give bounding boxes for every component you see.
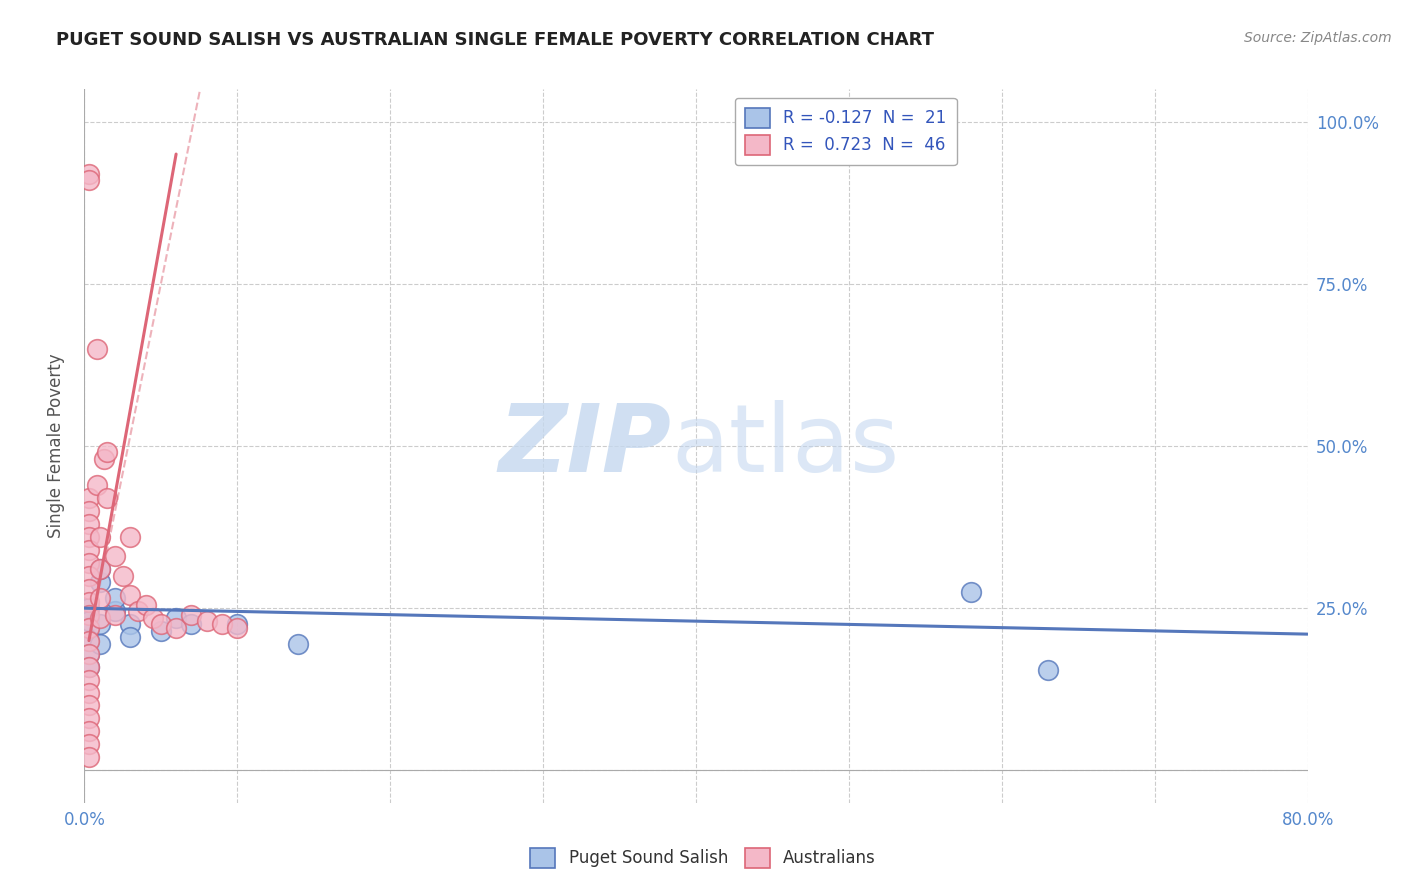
- Point: [89, 562, 111, 576]
- Point: [104, 607, 127, 622]
- Point: [89, 611, 111, 625]
- Point: [135, 598, 157, 612]
- Y-axis label: Single Female Poverty: Single Female Poverty: [46, 354, 65, 538]
- Point: [226, 621, 249, 635]
- Point: [127, 604, 149, 618]
- Point: [77, 167, 100, 181]
- Point: [77, 647, 100, 661]
- Point: [77, 621, 100, 635]
- Text: atlas: atlas: [672, 400, 900, 492]
- Point: [77, 173, 100, 187]
- Text: PUGET SOUND SALISH VS AUSTRALIAN SINGLE FEMALE POVERTY CORRELATION CHART: PUGET SOUND SALISH VS AUSTRALIAN SINGLE …: [56, 31, 934, 49]
- Point: [89, 591, 111, 606]
- Point: [149, 624, 172, 638]
- Point: [77, 724, 100, 739]
- Point: [96, 491, 118, 505]
- Point: [960, 585, 983, 599]
- Point: [77, 621, 100, 635]
- Point: [195, 614, 218, 628]
- Point: [77, 659, 100, 673]
- Point: [77, 673, 100, 687]
- Legend: Puget Sound Salish, Australians: Puget Sound Salish, Australians: [523, 841, 883, 875]
- Point: [77, 738, 100, 752]
- Point: [89, 530, 111, 544]
- Point: [77, 633, 100, 648]
- Point: [77, 647, 100, 661]
- Point: [142, 611, 165, 625]
- Text: ZIP: ZIP: [499, 400, 672, 492]
- Point: [93, 452, 115, 467]
- Point: [77, 542, 100, 557]
- Point: [77, 633, 100, 648]
- Point: [77, 582, 100, 596]
- Point: [180, 617, 202, 632]
- Point: [89, 575, 111, 590]
- Point: [77, 504, 100, 518]
- Point: [89, 562, 111, 576]
- Point: [77, 607, 100, 622]
- Point: [226, 617, 249, 632]
- Point: [149, 617, 172, 632]
- Point: [77, 595, 100, 609]
- Point: [120, 588, 142, 602]
- Point: [89, 617, 111, 632]
- Point: [211, 617, 233, 632]
- Point: [77, 530, 100, 544]
- Point: [120, 617, 142, 632]
- Point: [77, 491, 100, 505]
- Point: [77, 614, 100, 628]
- Point: [165, 621, 187, 635]
- Point: [77, 568, 100, 582]
- Point: [77, 711, 100, 725]
- Point: [86, 342, 108, 356]
- Point: [77, 698, 100, 713]
- Point: [180, 607, 202, 622]
- Point: [77, 685, 100, 699]
- Point: [120, 530, 142, 544]
- Point: [104, 591, 127, 606]
- Legend: R = -0.127  N =  21, R =  0.723  N =  46: R = -0.127 N = 21, R = 0.723 N = 46: [735, 97, 956, 165]
- Point: [104, 549, 127, 564]
- Point: [77, 556, 100, 570]
- Point: [120, 631, 142, 645]
- Point: [77, 750, 100, 764]
- Point: [77, 659, 100, 673]
- Point: [77, 601, 100, 615]
- Point: [165, 611, 187, 625]
- Text: Source: ZipAtlas.com: Source: ZipAtlas.com: [1244, 31, 1392, 45]
- Point: [1036, 663, 1059, 677]
- Point: [111, 568, 134, 582]
- Point: [96, 445, 118, 459]
- Point: [89, 637, 111, 651]
- Point: [104, 604, 127, 618]
- Point: [287, 637, 309, 651]
- Point: [86, 478, 108, 492]
- Point: [77, 516, 100, 531]
